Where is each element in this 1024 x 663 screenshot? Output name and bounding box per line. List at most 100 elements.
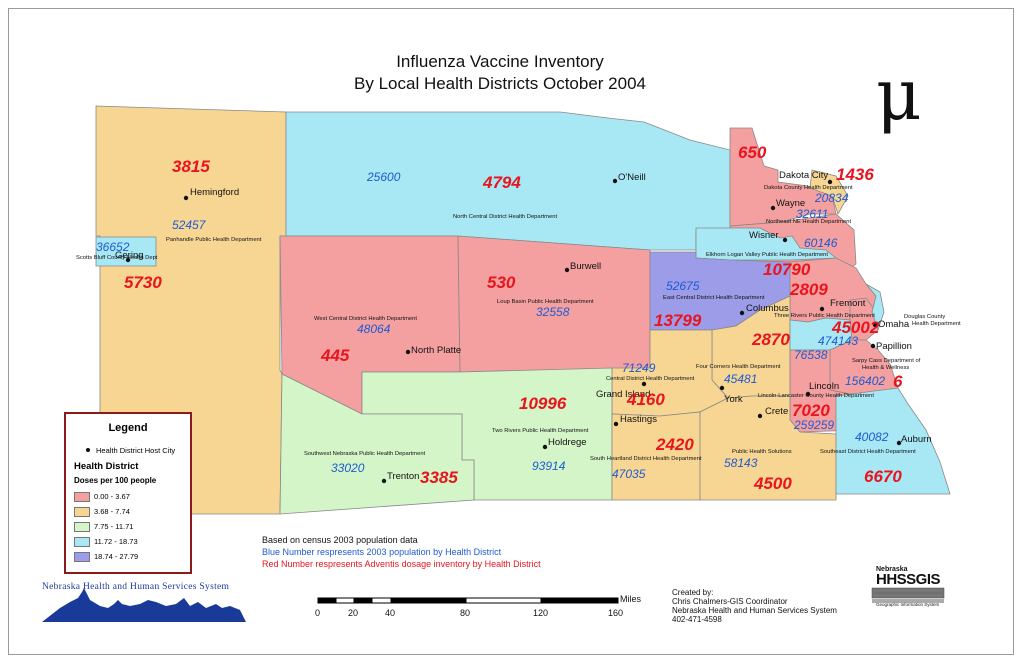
credit-phone: 402-471-4598 — [672, 615, 722, 624]
nhhs-logo-skyline-icon — [42, 588, 246, 622]
dose-value: 45002 — [831, 318, 880, 337]
dose-value: 10996 — [519, 394, 567, 413]
district-name: Four Corners Health Department — [696, 364, 781, 370]
dose-value: 3385 — [420, 468, 458, 487]
city-dot-columbus — [739, 310, 745, 316]
scale-bar — [317, 597, 619, 604]
city-label: O'Neill — [618, 172, 646, 183]
district-name: West Central District Health Department — [314, 316, 417, 322]
district-name: Lincoln-Lancaster County Health Departme… — [758, 393, 874, 399]
district-scotts-bluff — [95, 236, 157, 267]
legend-class-3: 7.75 - 11.71 — [74, 522, 133, 533]
district-southwest — [279, 373, 475, 515]
credit-created-by: Created by: — [672, 588, 714, 597]
dose-value: 7020 — [792, 401, 830, 420]
city-dot-holdrege — [542, 444, 548, 450]
credit-org: Nebraska Health and Human Services Syste… — [672, 606, 837, 615]
population-value: 48064 — [357, 322, 391, 336]
dose-value: 650 — [738, 143, 767, 162]
dose-value: 445 — [320, 346, 350, 365]
city-dot-omaha — [872, 322, 878, 328]
city-label: Hastings — [620, 414, 657, 425]
district-name: Dakota County Health Department — [764, 185, 853, 191]
city-dot-dakota-city — [827, 179, 833, 185]
note-census: Based on census 2003 population data — [262, 535, 418, 545]
district-name: Central District Health Department — [606, 376, 695, 382]
population-value: 52675 — [666, 279, 700, 293]
dose-value: 3815 — [172, 157, 210, 176]
city-label: Grand Island — [596, 389, 650, 400]
map-notes: Based on census 2003 population data Blu… — [262, 534, 541, 570]
city-dot-crete — [757, 413, 763, 419]
legend-class-1: 0.00 - 3.67 — [74, 492, 130, 503]
map-title-line1: Influenza Vaccine Inventory — [396, 52, 604, 71]
district-eastern-strip — [865, 283, 885, 332]
city-label: Lincoln — [809, 381, 839, 392]
district-douglas — [849, 297, 879, 341]
population-value: 20834 — [814, 191, 849, 205]
city-label: Crete — [765, 406, 788, 417]
city-label: Omaha — [878, 319, 910, 330]
note-blue-numbers: Blue Number respresents 2003 population … — [262, 547, 502, 557]
population-value: 76538 — [794, 348, 828, 362]
legend-swatch — [74, 507, 90, 518]
map-frame — [8, 8, 1014, 655]
legend-swatch — [74, 492, 90, 503]
city-label: Trenton — [387, 471, 419, 482]
district-name: Public Health Solutions — [732, 449, 792, 455]
north-arrow-icon: μ — [876, 54, 922, 136]
dose-value: 10790 — [763, 260, 811, 279]
district-public-health-solutions — [699, 395, 837, 501]
city-label: York — [724, 394, 743, 405]
city-label: Auburn — [901, 434, 932, 445]
district-name: Two Rivers Public Health Department — [492, 428, 589, 434]
credit-author: Chris Chalmers-GIS Coordinator — [672, 597, 788, 606]
district-name: Health & Wellness — [862, 365, 909, 371]
dose-value: 530 — [487, 273, 516, 292]
city-label: Papillion — [876, 341, 912, 352]
district-name: Northeast NE Health Department — [766, 219, 851, 225]
hhsgis-state: Nebraska — [876, 566, 908, 573]
legend-class-label: 3.68 - 7.74 — [94, 507, 130, 516]
population-value: 45481 — [724, 372, 757, 386]
population-value: 32611 — [796, 207, 828, 221]
scale-tick: 120 — [533, 608, 549, 618]
legend-host-city-label: Health District Host City — [96, 446, 176, 455]
city-dot-auburn — [896, 440, 902, 446]
population-value: 25600 — [366, 170, 401, 184]
dose-value: 4160 — [626, 390, 665, 409]
city-label: Gering — [115, 250, 144, 261]
legend-class-4: 11.72 - 18.73 — [74, 537, 138, 548]
legend-heading: Health District — [74, 461, 139, 472]
city-label: Fremont — [830, 298, 866, 309]
legend-swatch — [74, 537, 90, 548]
scale-tick: 0 — [315, 608, 321, 618]
city-dot-burwell — [564, 267, 570, 273]
hhsgis-main: HHSSGIS — [876, 571, 941, 588]
city-dot-gering — [125, 257, 131, 263]
legend-class-5: 18.74 - 27.79 — [74, 552, 138, 563]
scale-tick: 20 — [348, 608, 359, 618]
district-dakota — [809, 169, 849, 215]
city-label: Burwell — [570, 261, 601, 272]
population-value: 40082 — [855, 430, 889, 444]
dose-value: 6670 — [864, 467, 902, 486]
population-value: 52457 — [172, 218, 207, 232]
dose-value: 13799 — [654, 311, 702, 330]
legend-swatch — [74, 522, 90, 533]
population-value: 156402 — [845, 374, 885, 388]
dose-value: 1436 — [836, 165, 874, 184]
population-value: 60146 — [804, 236, 838, 250]
legend-subheading: Doses per 100 people — [74, 476, 157, 485]
district-name: South Heartland District Health Departme… — [590, 456, 702, 462]
city-label: Wayne — [776, 198, 805, 209]
district-name: Elkhorn Logan Valley Public Health Depar… — [706, 252, 828, 258]
district-name: Southwest Nebraska Public Health Departm… — [304, 451, 426, 457]
hhsgis-sub: Geographic Information System — [876, 602, 940, 607]
dose-value: 2870 — [751, 330, 790, 349]
legend-class-label: 11.72 - 18.73 — [94, 537, 138, 546]
map-title-line2: By Local Health Districts October 2004 — [354, 74, 646, 93]
population-value: 32558 — [536, 305, 570, 319]
city-dot-hemingford — [183, 195, 189, 201]
dose-value: 5730 — [124, 273, 162, 292]
